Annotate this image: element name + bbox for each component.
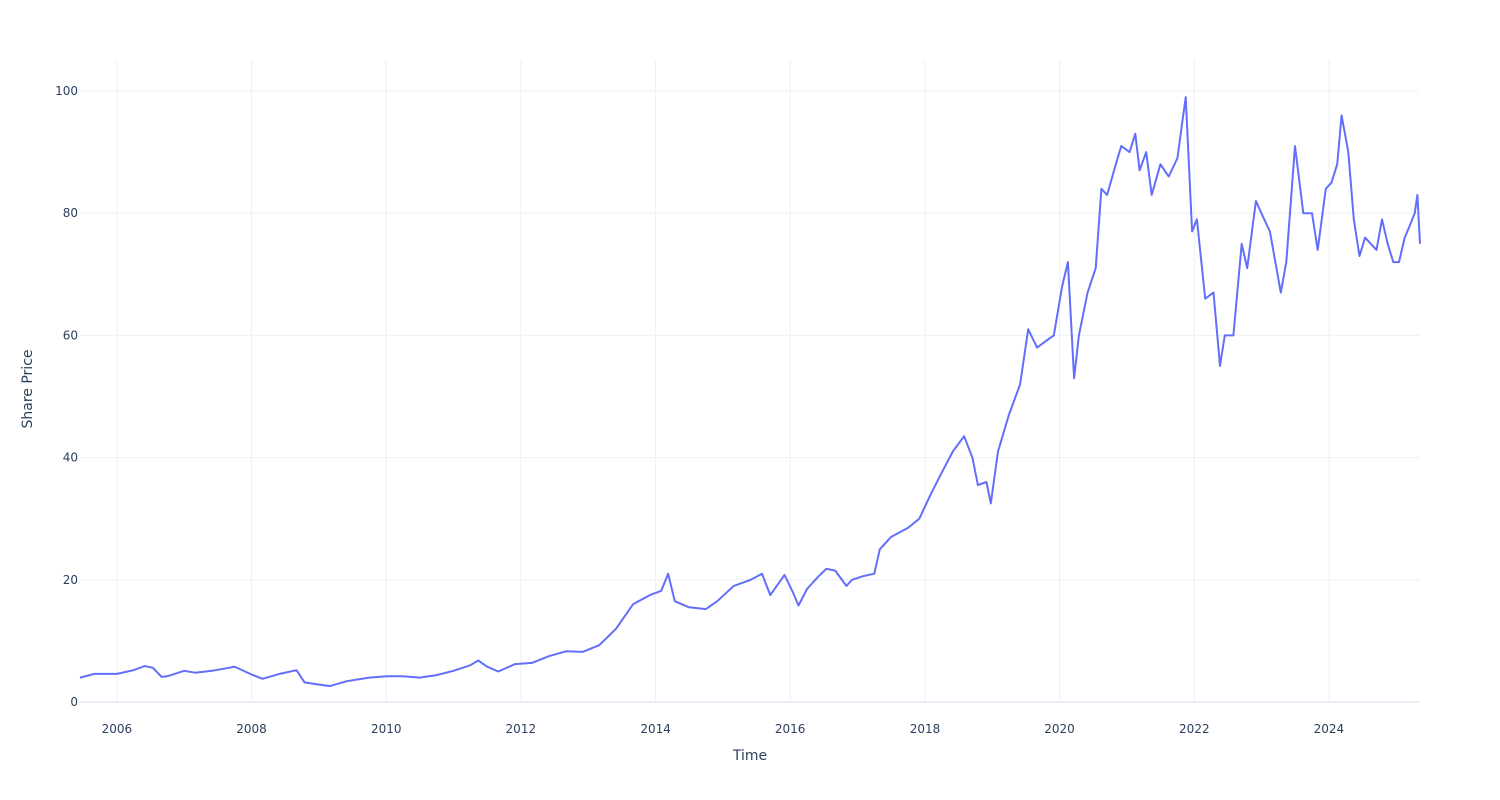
y-axis-ticks: 0 20 40 60 80 100 [55,84,78,709]
x-axis-ticks: 2006 2008 2010 2012 2014 2016 2018 2020 2022 2024 [102,722,1345,736]
x-tick-label: 2012 [506,722,537,736]
y-tick-label: 20 [63,573,78,587]
y-tick-label: 60 [63,328,78,342]
y-gridlines [80,90,1420,703]
x-tick-label: 2022 [1179,722,1210,736]
x-tick-label: 2020 [1044,722,1075,736]
x-tick-label: 2006 [102,722,133,736]
x-tick-label: 2018 [910,722,941,736]
y-axis-title: Share Price [20,349,36,428]
share-price-line [79,96,1421,688]
x-gridlines [116,60,1330,702]
x-tick-label: 2008 [236,722,267,736]
x-tick-label: 2016 [775,722,806,736]
x-tick-label: 2024 [1314,722,1345,736]
y-tick-label: 80 [63,206,78,220]
x-tick-label: 2014 [640,722,671,736]
x-axis-title: Time [732,748,767,764]
y-tick-label: 0 [70,695,78,709]
y-tick-label: 100 [55,84,78,98]
y-tick-label: 40 [63,451,78,465]
x-tick-label: 2010 [371,722,402,736]
